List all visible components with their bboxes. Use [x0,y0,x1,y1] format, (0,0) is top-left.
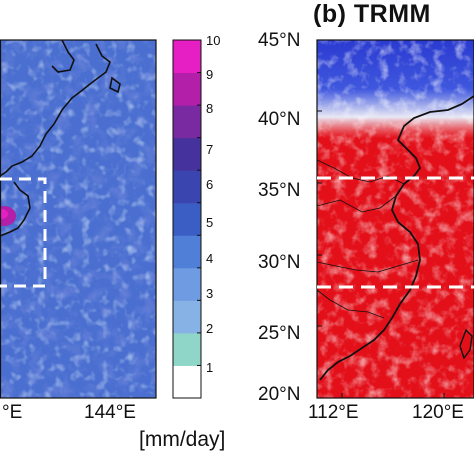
panel-a-frame [0,39,157,399]
colorbar-tick-1: 1 [206,360,214,375]
panel-b-frame [316,39,474,399]
colorbar-segment [173,137,201,171]
colorbar-tick-7: 7 [206,142,214,157]
lat-tick-30n: 30°N [258,252,301,273]
lat-tick-20n: 20°N [258,384,301,405]
panel-b-map [316,39,474,399]
taiwan-island [459,328,473,360]
panel-b-tick-marks [317,39,445,399]
lat-tick-45n: 45°N [258,30,301,51]
colorbar-tick-9: 9 [206,67,214,82]
colorbar-tick-6: 6 [206,177,214,192]
colorbar-segment [173,235,201,269]
colorbar-frame [172,39,202,399]
panel-a-dark-patches [0,40,156,398]
colorbar-segment [173,72,201,106]
colorbar-segment [173,300,201,334]
border-lines [316,159,419,319]
colorbar-segment [173,267,201,301]
lat-tick-35n: 35°N [258,180,301,201]
lat-tick-40n: 40°N [258,109,301,130]
colorbar-tick-10: 10 [206,33,221,48]
colorbar-segment [173,105,201,139]
colorbar-segment [173,365,201,399]
lat-tick-25n: 25°N [258,323,301,344]
china-coastline [319,95,474,381]
panel-a-heavy-rain-peak [0,209,8,219]
lon-tick-112e: 112°E [308,402,359,423]
colorbar-segment [173,40,201,74]
colorbar-segment [173,170,201,204]
colorbar [172,39,202,399]
colorbar-tick-4: 4 [206,251,214,266]
colorbar-tick-5: 5 [206,215,214,230]
colorbar-segment [173,332,201,366]
colorbar-segment [173,202,201,236]
colorbar-unit-label: [mm/day] [139,428,226,451]
panel-b-title: (b) TRMM [313,0,431,28]
panel-a-map [0,39,157,399]
colorbar-tick-2: 2 [206,321,214,336]
colorbar-tick-3: 3 [206,286,214,301]
panel-a-dashed-region [0,177,47,288]
lon-tick-120e: 120°E [412,402,464,423]
panel-a-lon-tick-144e: 144°E [84,402,136,423]
colorbar-tick-8: 8 [206,101,214,116]
panel-a-lon-tick-partial: °E [2,402,23,423]
japan-coastline [0,39,121,237]
